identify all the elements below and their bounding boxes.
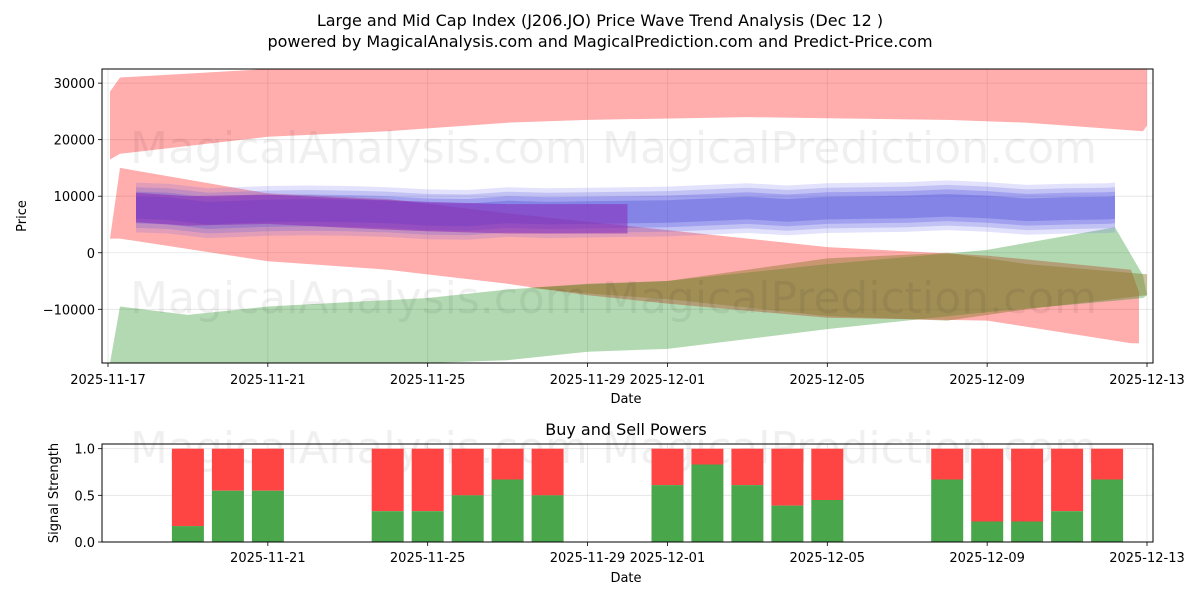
sell-bar [651,448,684,486]
sell-bar [171,448,204,527]
buy-bar [451,495,484,542]
chart-title: Large and Mid Cap Index (J206.JO) Price … [317,11,883,30]
sell-bar [251,448,284,491]
signal-x-tick-label: 2025-11-25 [390,551,466,566]
sell-bar [691,448,724,465]
price-plot-frame [101,68,1154,364]
sell-bar [451,448,484,496]
watermark-right-top: MagicalPrediction.com [602,123,1097,174]
signal-y-tick-label: 0.5 [74,489,95,504]
price-x-tick-label: 2025-12-09 [949,373,1025,388]
buy-bar [811,500,844,542]
price-y-tick-label: 0 [87,247,95,262]
signal-panel: Buy and Sell Powers MagicalAnalysis.com … [47,420,1185,586]
sell-bar [971,448,1004,522]
signal-x-tick-label: 2025-11-21 [230,551,306,566]
price-wave-purple-overlay [136,192,628,234]
buy-bar [171,526,204,542]
signal-y-axis-label: Signal Strength [47,443,62,543]
price-x-tick-label: 2025-11-21 [230,373,306,388]
signal-x-tick-label: 2025-12-13 [1109,551,1185,566]
price-x-tick-label: 2025-12-01 [630,373,706,388]
buy-bar [1091,479,1124,542]
price-y-tick-label: 10000 [54,190,95,205]
price-x-tick-label: 2025-11-17 [70,373,146,388]
buy-bar [1051,511,1084,542]
signal-y-tick-label: 0.0 [74,536,95,551]
sell-bar [371,448,404,512]
signal-chart-title: Buy and Sell Powers [545,420,707,439]
sell-bar [211,448,244,491]
price-panel: MagicalAnalysis.com MagicalPrediction.co… [15,68,1185,407]
sell-bar [1011,448,1044,522]
price-y-axis-label: Price [15,200,30,232]
signal-x-tick-label: 2025-12-09 [949,551,1025,566]
sell-bar [1051,448,1084,512]
chart-subtitle: powered by MagicalAnalysis.com and Magic… [267,32,932,51]
watermark-left-top: MagicalAnalysis.com [130,123,588,174]
sell-bar [411,448,444,512]
signal-x-tick-label: 2025-12-05 [790,551,866,566]
buy-bar [531,495,564,542]
signal-y-tick-label: 1.0 [74,443,95,458]
signal-bars [171,448,1124,542]
buy-bar [211,490,244,542]
price-y-tick-label: −10000 [43,303,95,318]
price-x-tick-label: 2025-11-29 [550,373,626,388]
buy-bar [491,479,524,542]
price-axis-ticks: 2025-11-17 2025-11-21 2025-11-25 2025-11-29… [43,77,1185,388]
sell-bar [811,448,844,500]
sell-bar [931,448,964,480]
upper-red-band [110,69,1147,160]
sell-bar [771,448,804,506]
buy-bar [691,464,724,542]
buy-bar [251,490,284,542]
sell-bar [731,448,764,486]
rising-green-band [110,227,1147,363]
price-x-axis-label: Date [610,392,641,407]
price-x-tick-label: 2025-12-13 [1109,373,1185,388]
sell-bar [531,448,564,496]
signal-x-axis-label: Date [610,571,641,586]
price-y-tick-label: 30000 [54,77,95,92]
watermark-left-mid: MagicalAnalysis.com [130,273,588,324]
buy-bar [651,485,684,542]
buy-bar [1011,521,1044,542]
price-y-tick-label: 20000 [54,134,95,149]
price-x-tick-label: 2025-11-25 [390,373,466,388]
signal-x-tick-label: 2025-11-29 [550,551,626,566]
buy-bar [771,505,804,542]
buy-bar [371,511,404,542]
price-x-tick-label: 2025-12-05 [790,373,866,388]
buy-bar [931,479,964,542]
buy-bar [731,485,764,542]
signal-plot-frame [101,443,1154,543]
sell-bar [1091,448,1124,480]
buy-bar [411,511,444,542]
buy-bar [971,521,1004,542]
watermark-right-mid: MagicalPrediction.com [602,273,1097,324]
price-bands [110,69,1147,363]
overlap-band [527,252,1147,321]
sell-bar [491,448,524,480]
signal-x-tick-label: 2025-12-01 [630,551,706,566]
signal-axis-ticks: 2025-11-21 2025-11-25 2025-11-29 2025-12-01… [74,443,1184,566]
